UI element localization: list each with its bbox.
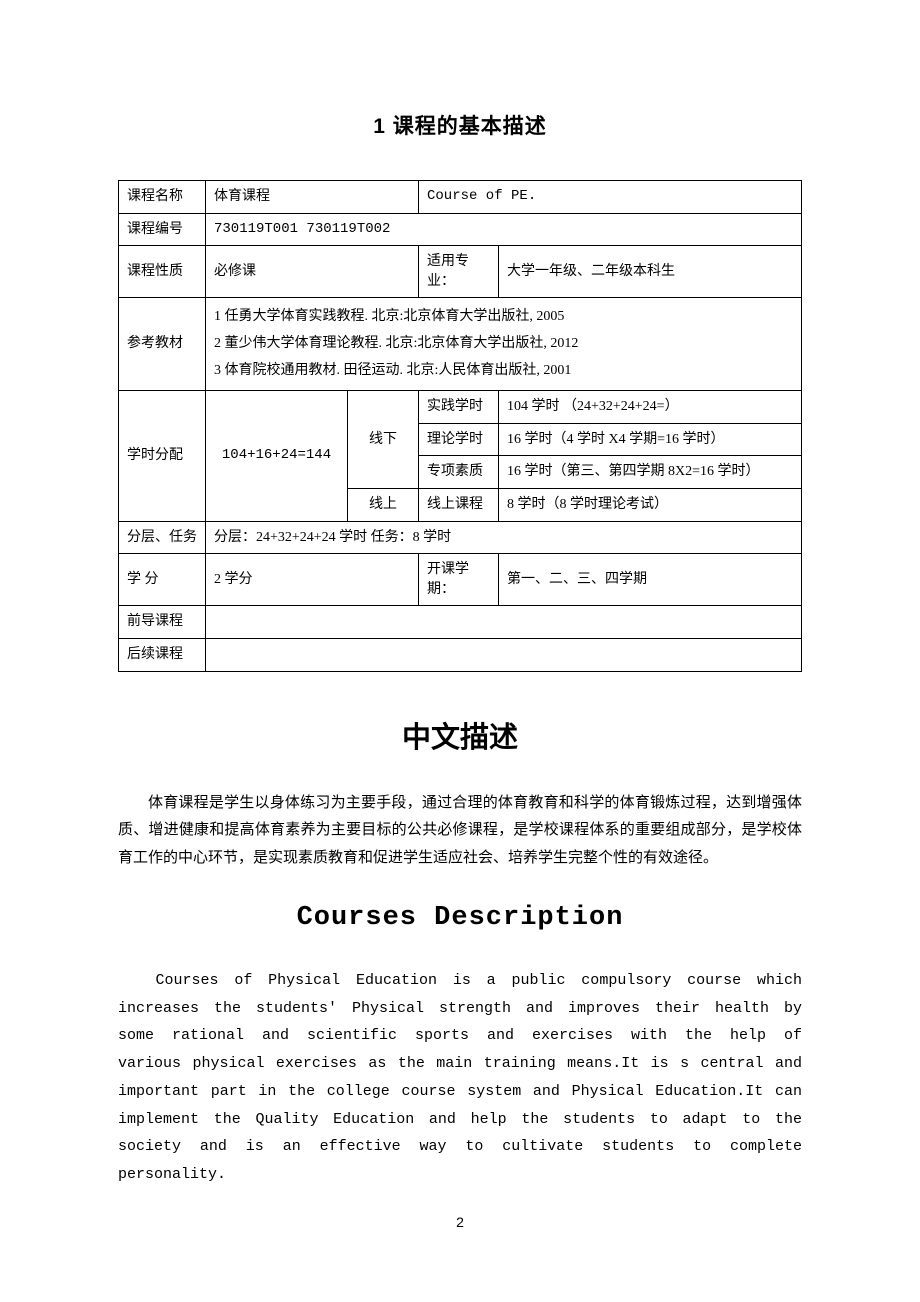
cell-semester-val: 第一、二、三、四学期 — [499, 554, 802, 606]
ref-line-2: 2 董少伟大学体育理论教程. 北京:北京体育大学出版社, 2012 — [214, 331, 793, 358]
table-row: 前导课程 — [119, 606, 802, 639]
cell-hours-label: 学时分配 — [119, 391, 206, 521]
section-title: 1 课程的基本描述 — [118, 110, 802, 140]
table-row: 课程编号 730119T001 730119T002 — [119, 213, 802, 246]
cell-pre-val — [206, 606, 802, 639]
table-row: 后续课程 — [119, 638, 802, 671]
cell-special-label: 专项素质 — [419, 456, 499, 489]
page-number: 2 — [0, 1214, 920, 1230]
cell-special-val: 16 学时（第三、第四学期 8X2=16 学时） — [499, 456, 802, 489]
cell-type: 必修课 — [206, 246, 419, 298]
ref-line-3: 3 体育院校通用教材. 田径运动. 北京:人民体育出版社, 2001 — [214, 358, 793, 385]
cell-major-label: 适用专业： — [419, 246, 499, 298]
cell-hours-total: 104+16+24=144 — [206, 391, 348, 521]
cell-code-label: 课程编号 — [119, 213, 206, 246]
table-row: 课程名称 体育课程 Course of PE. — [119, 181, 802, 214]
cell-online: 线上 — [348, 488, 419, 521]
cell-course-name-en: Course of PE. — [419, 181, 802, 214]
cell-major: 大学一年级、二年级本科生 — [499, 246, 802, 298]
cell-type-label: 课程性质 — [119, 246, 206, 298]
table-row: 学时分配 104+16+24=144 线下 实践学时 104 学时 （24+32… — [119, 391, 802, 424]
cell-semester-label: 开课学期： — [419, 554, 499, 606]
cell-course-name-cn: 体育课程 — [206, 181, 419, 214]
cell-post-label: 后续课程 — [119, 638, 206, 671]
cell-refs: 1 任勇大学体育实践教程. 北京:北京体育大学出版社, 2005 2 董少伟大学… — [206, 298, 802, 391]
cell-post-val — [206, 638, 802, 671]
cell-layer-val: 分层：24+32+24+24 学时 任务：8 学时 — [206, 521, 802, 554]
table-row: 参考教材 1 任勇大学体育实践教程. 北京:北京体育大学出版社, 2005 2 … — [119, 298, 802, 391]
cell-theory-val: 16 学时（4 学时 X4 学期=16 学时） — [499, 423, 802, 456]
paragraph-english: Courses of Physical Education is a publi… — [118, 967, 802, 1189]
heading-chinese: 中文描述 — [118, 714, 802, 756]
cell-pre-label: 前导课程 — [119, 606, 206, 639]
table-row: 分层、任务 分层：24+32+24+24 学时 任务：8 学时 — [119, 521, 802, 554]
table-row: 课程性质 必修课 适用专业： 大学一年级、二年级本科生 — [119, 246, 802, 298]
cell-layer-label: 分层、任务 — [119, 521, 206, 554]
cell-ref-label: 参考教材 — [119, 298, 206, 391]
heading-english: Courses Description — [118, 903, 802, 933]
cell-online-course-label: 线上课程 — [419, 488, 499, 521]
cell-course-name-label: 课程名称 — [119, 181, 206, 214]
course-info-table: 课程名称 体育课程 Course of PE. 课程编号 730119T001 … — [118, 180, 802, 672]
cell-credit-label: 学 分 — [119, 554, 206, 606]
cell-online-course-val: 8 学时（8 学时理论考试） — [499, 488, 802, 521]
ref-line-1: 1 任勇大学体育实践教程. 北京:北京体育大学出版社, 2005 — [214, 304, 793, 331]
table-row: 学 分 2 学分 开课学期： 第一、二、三、四学期 — [119, 554, 802, 606]
cell-theory-label: 理论学时 — [419, 423, 499, 456]
cell-practice-label: 实践学时 — [419, 391, 499, 424]
cell-code: 730119T001 730119T002 — [206, 213, 802, 246]
paragraph-chinese: 体育课程是学生以身体练习为主要手段，通过合理的体育教育和科学的体育锻炼过程，达到… — [118, 790, 802, 873]
cell-practice-val: 104 学时 （24+32+24+24=） — [499, 391, 802, 424]
cell-credit-val: 2 学分 — [206, 554, 419, 606]
cell-offline: 线下 — [348, 391, 419, 489]
